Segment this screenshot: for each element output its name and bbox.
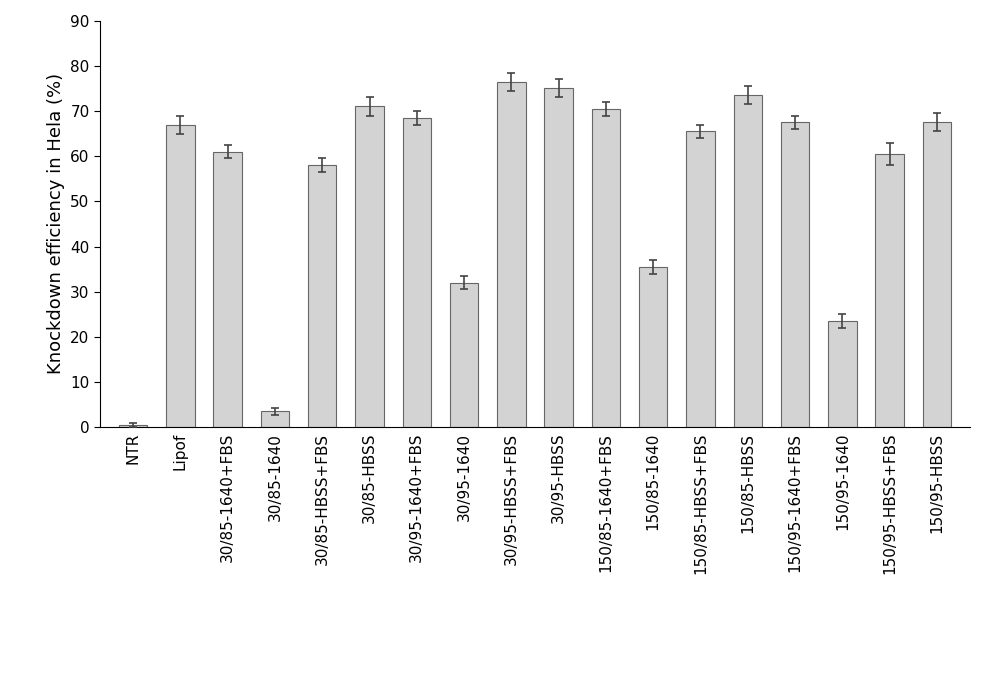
Bar — [497, 82, 526, 427]
Bar — [923, 123, 951, 427]
Bar — [261, 411, 289, 427]
Bar — [686, 132, 715, 427]
Bar — [875, 154, 904, 427]
Bar — [734, 95, 762, 427]
Bar — [592, 109, 620, 427]
Y-axis label: Knockdown efficiency in Hela (%): Knockdown efficiency in Hela (%) — [47, 73, 65, 375]
Bar — [308, 165, 336, 427]
Bar — [781, 123, 809, 427]
Bar — [544, 88, 573, 427]
Bar — [166, 125, 195, 427]
Bar — [639, 267, 667, 427]
Bar — [450, 282, 478, 427]
Bar — [119, 425, 147, 427]
Bar — [355, 107, 384, 427]
Bar — [213, 152, 242, 427]
Bar — [403, 118, 431, 427]
Bar — [828, 321, 857, 427]
